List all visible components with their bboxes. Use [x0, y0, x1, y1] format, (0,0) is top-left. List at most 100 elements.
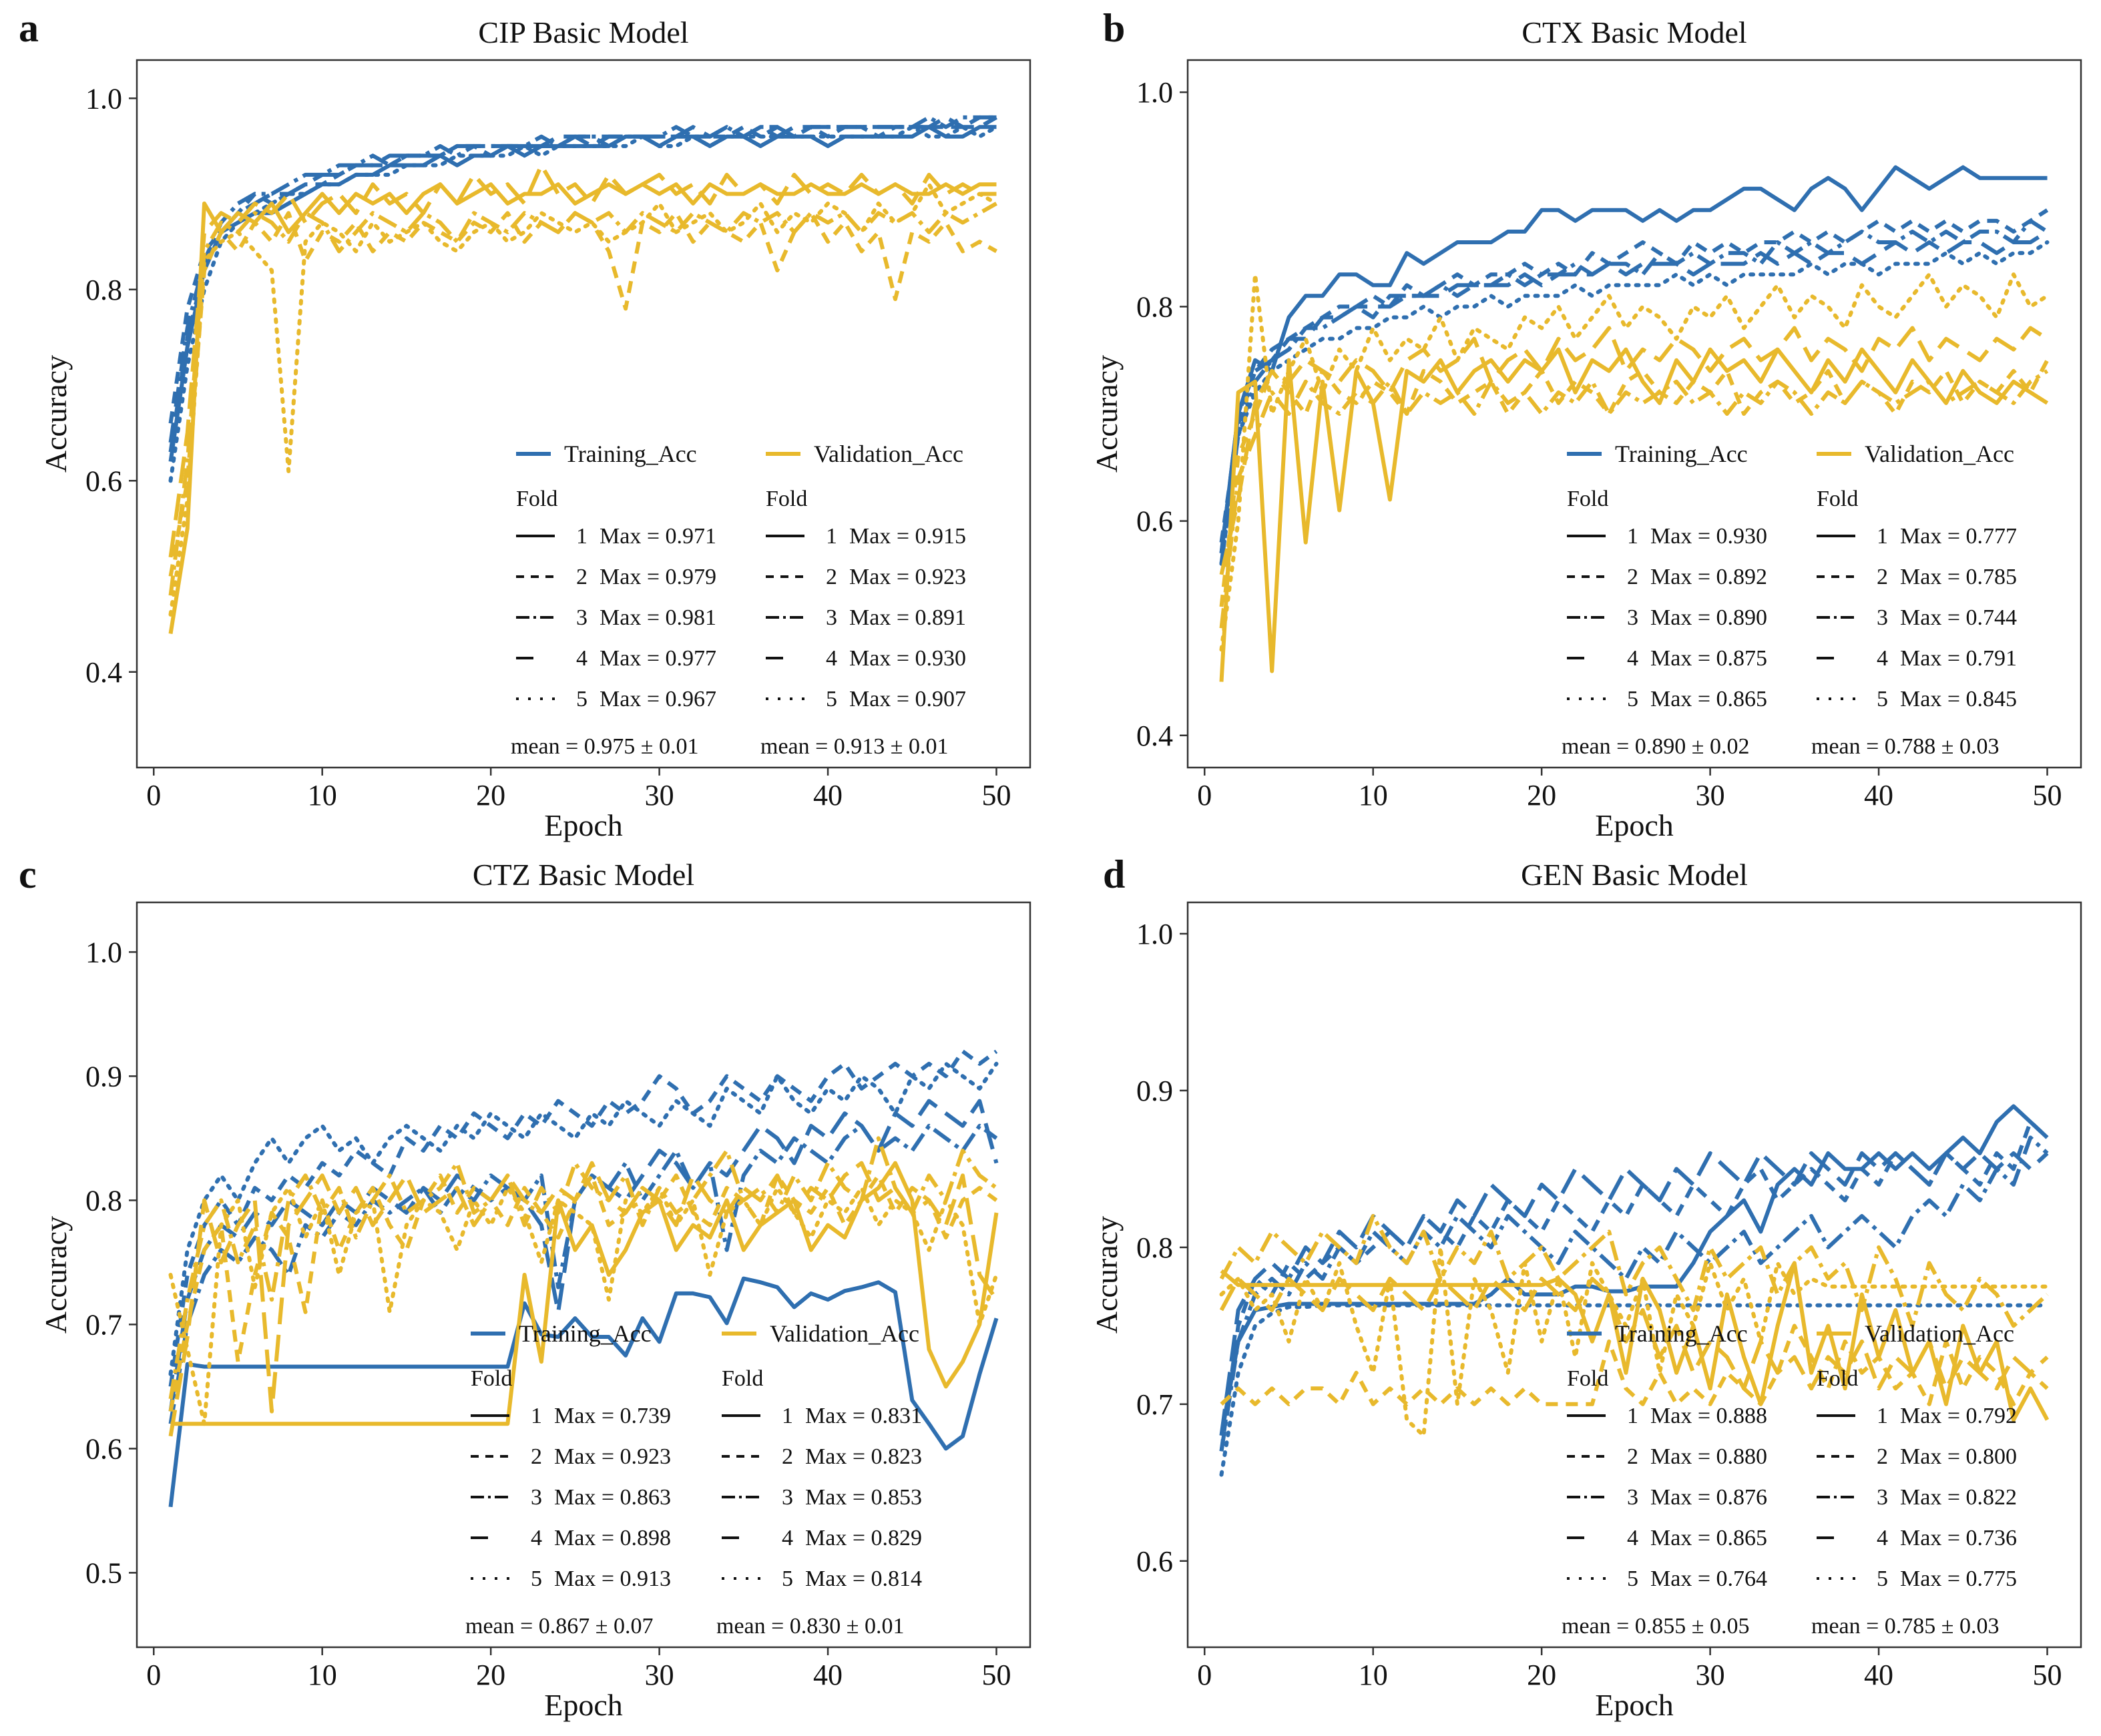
legend-fold-max: Max = 0.814 [805, 1566, 922, 1591]
legend-fold-number: 5 [1877, 687, 1888, 711]
x-axis-label: Epoch [1595, 808, 1674, 842]
legend-fold-header: Fold [1817, 1366, 1858, 1391]
legend-fold-number: 3 [576, 605, 588, 630]
x-axis-label: Epoch [1595, 1688, 1674, 1722]
legend-fold-max: Max = 0.891 [849, 605, 966, 630]
legend: Training_Acc Fold 1 Max = 0.971 2 Max = 0.979… [511, 441, 966, 759]
legend-fold-max: Max = 0.913 [554, 1566, 671, 1591]
legend-fold-max: Max = 0.792 [1900, 1404, 2017, 1428]
series-line-training-fold-3 [168, 1123, 998, 1424]
plot-frame [1186, 901, 2082, 1649]
legend-fold-number: 4 [576, 646, 588, 671]
legend-fold-number: 5 [1877, 1566, 1888, 1591]
legend-fold-header: Fold [516, 487, 557, 511]
legend-fold-number: 2 [1877, 565, 1888, 589]
legend-fold-number: 1 [576, 524, 588, 549]
legend-fold-number: 2 [1627, 1444, 1638, 1469]
legend-fold-max: Max = 0.967 [600, 687, 716, 711]
legend-fold-number: 5 [1627, 1566, 1638, 1591]
legend-fold-max: Max = 0.890 [1650, 605, 1767, 630]
series-line-training-fold-4 [1219, 230, 2049, 554]
series-group [168, 1049, 999, 1508]
x-tick-label: 10 [1359, 1659, 1388, 1691]
chart-panel-d: d GEN Basic Model 0 10 20 30 40 50 0.6 0.7 0.8 0.9 1… [1090, 852, 2082, 1722]
y-tick-label: 0.8 [1136, 1231, 1173, 1264]
x-tick-label: 0 [146, 1659, 161, 1691]
x-tick-label: 30 [1696, 1659, 1725, 1691]
legend-label-validation: Validation_Acc [1865, 441, 2014, 467]
x-tick-label: 20 [1527, 779, 1556, 812]
legend-fold-max: Max = 0.892 [1650, 565, 1767, 589]
series-line-validation-fold-1 [170, 1161, 999, 1426]
chart-title: CIP Basic Model [478, 15, 688, 49]
x-tick-label: 10 [308, 779, 337, 812]
series-line-training-fold-1 [168, 1276, 999, 1508]
x-tick-label: 30 [645, 1659, 674, 1691]
legend-fold-max: Max = 0.865 [1650, 687, 1767, 711]
legend-fold-max: Max = 0.915 [849, 524, 966, 549]
series-line-training-fold-5 [168, 1061, 999, 1376]
series-line-training-fold-4 [168, 1099, 999, 1412]
legend-fold-max: Max = 0.845 [1900, 687, 2017, 711]
legend: Training_Acc Fold 1 Max = 0.930 2 Max = 0.892… [1562, 441, 2017, 759]
x-tick-label: 40 [813, 779, 843, 812]
legend-fold-max: Max = 0.822 [1900, 1485, 2017, 1510]
legend-fold-max: Max = 0.977 [600, 646, 716, 671]
legend-fold-number: 4 [782, 1526, 793, 1550]
legend-fold-header: Fold [1817, 487, 1858, 511]
x-tick-label: 20 [476, 779, 505, 812]
legend-fold-number: 5 [531, 1566, 542, 1591]
panel-letter: a [19, 6, 39, 50]
legend-fold-max: Max = 0.800 [1900, 1444, 2017, 1469]
legend-fold-max: Max = 0.979 [600, 565, 716, 589]
plot-frame [136, 59, 1031, 769]
x-tick-label: 30 [1696, 779, 1725, 812]
legend-fold-max: Max = 0.923 [849, 565, 966, 589]
chart-panel-b: b CTX Basic Model 0 10 20 30 40 50 0.4 0.6 0.8 1.0 E… [1090, 6, 2082, 842]
legend-fold-max: Max = 0.875 [1650, 646, 1767, 671]
legend-fold-number: 3 [1877, 1485, 1888, 1510]
legend-fold-number: 2 [576, 565, 588, 589]
legend-fold-header: Fold [471, 1366, 512, 1391]
legend-fold-number: 3 [531, 1485, 542, 1510]
y-axis-label: Accuracy [1090, 355, 1124, 473]
y-tick-label: 1.0 [1136, 918, 1173, 950]
legend-label-validation: Validation_Acc [770, 1320, 919, 1347]
legend: Training_Acc Fold 1 Max = 0.888 2 Max = 0.880… [1562, 1320, 2017, 1639]
legend-fold-max: Max = 0.880 [1650, 1444, 1767, 1469]
legend-fold-header: Fold [722, 1366, 763, 1391]
legend-mean-training: mean = 0.855 ± 0.05 [1562, 1614, 1749, 1639]
x-tick-label: 20 [476, 1659, 505, 1691]
legend-fold-max: Max = 0.923 [554, 1444, 671, 1469]
legend-fold-number: 1 [826, 524, 837, 549]
legend-fold-max: Max = 0.744 [1900, 605, 2017, 630]
legend-fold-number: 5 [826, 687, 837, 711]
chart-title: CTZ Basic Model [473, 858, 694, 892]
series-line-validation-fold-4 [1219, 326, 2049, 575]
plot-frame [136, 901, 1031, 1649]
series-group [1219, 165, 2050, 682]
legend-fold-max: Max = 0.907 [849, 687, 966, 711]
legend-fold-number: 4 [1627, 1526, 1638, 1550]
series-line-validation-fold-3 [168, 1136, 998, 1400]
x-tick-label: 0 [146, 779, 161, 812]
legend-mean-validation: mean = 0.830 ± 0.01 [716, 1614, 904, 1639]
legend-fold-number: 4 [1877, 646, 1888, 671]
series-line-validation-fold-1 [1219, 347, 2049, 682]
y-tick-label: 0.4 [85, 656, 122, 689]
x-tick-label: 40 [1864, 1659, 1893, 1691]
y-axis-label: Accuracy [1090, 1216, 1124, 1334]
series-line-validation-fold-4 [168, 163, 997, 558]
legend-fold-number: 1 [531, 1404, 542, 1428]
y-tick-label: 0.6 [1136, 1545, 1173, 1578]
y-tick-label: 0.8 [85, 1184, 122, 1217]
legend-fold-max: Max = 0.785 [1900, 565, 2017, 589]
series-line-validation-fold-2 [168, 1173, 998, 1412]
legend-fold-number: 5 [1627, 687, 1638, 711]
y-tick-label: 0.9 [1136, 1075, 1173, 1107]
x-axis-label: Epoch [544, 1688, 623, 1722]
legend-fold-number: 4 [1877, 1526, 1888, 1550]
legend-mean-validation: mean = 0.785 ± 0.03 [1811, 1614, 1999, 1639]
legend-fold-max: Max = 0.823 [805, 1444, 922, 1469]
